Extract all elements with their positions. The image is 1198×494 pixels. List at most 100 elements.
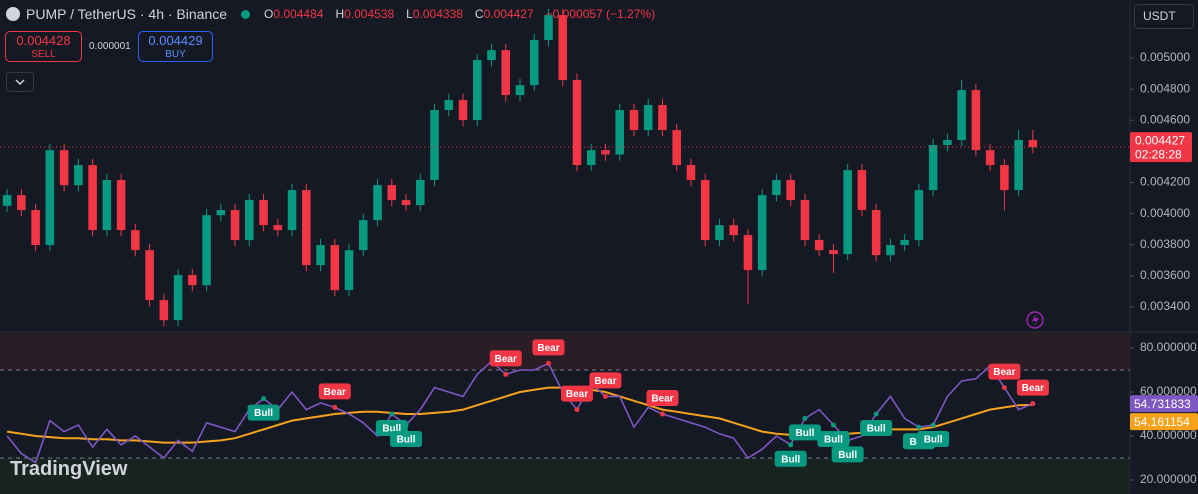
bull-point xyxy=(389,411,395,417)
bear-label-box xyxy=(646,390,679,407)
y-tick-label: 0.005000 xyxy=(1140,50,1190,64)
candle-body xyxy=(74,165,83,186)
candle-body xyxy=(216,210,226,216)
spread: 0.000001 xyxy=(89,41,131,52)
ohlc-low: L0.004338 xyxy=(406,7,463,21)
candle-body xyxy=(316,245,325,266)
candle-body xyxy=(330,245,340,291)
bull-label-box xyxy=(860,420,893,437)
alert-icon-bolt xyxy=(1032,314,1039,326)
candle-body xyxy=(501,50,511,96)
candle-body xyxy=(928,144,938,191)
bear-label: Bear xyxy=(495,354,517,365)
candle-body xyxy=(131,230,140,251)
bull-label: Bull xyxy=(781,454,800,465)
ohlc-label: C xyxy=(474,7,484,21)
candle-body xyxy=(857,170,867,211)
bull-point xyxy=(930,422,936,428)
bull-label: Bull xyxy=(924,435,943,446)
candle-body xyxy=(430,109,439,181)
candle-body xyxy=(359,220,368,251)
bear-label-box xyxy=(988,363,1021,380)
candle-body xyxy=(643,105,653,131)
countdown: 02:28:28 xyxy=(1135,147,1182,161)
bull-label: Bull xyxy=(795,428,814,439)
bear-point xyxy=(1001,385,1007,391)
bear-point xyxy=(332,404,338,410)
y-tick-label: 0.004600 xyxy=(1140,112,1190,126)
candle-body xyxy=(814,240,824,251)
candle-body xyxy=(829,250,838,255)
symbol[interactable]: PUMP / TetherUS · 4h · Binance xyxy=(26,6,228,22)
last-price: 0.004427 xyxy=(1135,133,1185,147)
bear-point xyxy=(1030,401,1036,407)
candle-body xyxy=(757,195,767,271)
bull-label: Bull xyxy=(867,424,886,435)
y-tick-label: 0.004200 xyxy=(1140,175,1190,189)
buy-label: BUY xyxy=(165,49,186,60)
candle-body xyxy=(772,180,781,196)
candle-body xyxy=(886,245,895,256)
candle-body xyxy=(245,200,254,241)
last-value-label-box xyxy=(1130,395,1198,413)
bull-point xyxy=(261,396,267,402)
candle-body xyxy=(416,180,425,206)
candle-body xyxy=(1028,140,1038,148)
candle-body xyxy=(843,170,852,255)
candle-body xyxy=(116,180,126,231)
bull-label-box xyxy=(817,431,850,448)
candle-body xyxy=(202,215,211,286)
buy-button[interactable]: 0.004429 BUY xyxy=(138,31,213,62)
candle-body xyxy=(629,109,639,131)
candle-body xyxy=(31,210,40,246)
bear-label: Bear xyxy=(651,394,673,405)
bear-point xyxy=(545,360,551,366)
candle-body xyxy=(188,275,197,286)
last-value-label: 54.731833 xyxy=(1134,397,1191,411)
last-price-box xyxy=(1130,132,1192,163)
bear-label-box xyxy=(532,339,565,356)
last-value-label-box xyxy=(1130,413,1198,431)
buy-price: 0.004429 xyxy=(148,33,203,48)
candle-body xyxy=(800,200,810,241)
collapse-button[interactable] xyxy=(6,72,34,92)
ohlc-open: O0.004484 xyxy=(264,7,323,21)
bear-label: Bear xyxy=(537,343,559,354)
candle-body xyxy=(373,185,382,221)
currency-select[interactable]: USDT xyxy=(1134,4,1194,29)
bear-label-box xyxy=(560,385,593,402)
ohlc-close: C0.004427 xyxy=(475,7,534,21)
ohlc-value: 0.004484 xyxy=(273,7,324,21)
candle-body xyxy=(586,150,596,166)
candle-body xyxy=(558,15,568,80)
y-tick-label: 0.003600 xyxy=(1140,268,1190,282)
candle-body xyxy=(729,225,738,236)
candle-body xyxy=(715,225,724,241)
y-tick-label: 60.000000 xyxy=(1140,384,1197,398)
candle-body xyxy=(259,200,268,226)
bull-label: Bull xyxy=(382,424,401,435)
bull-label: Bull xyxy=(254,408,273,419)
candle-body xyxy=(658,105,667,131)
ohlc-label: H xyxy=(335,7,345,21)
bear-label: Bear xyxy=(594,376,616,387)
candle-body xyxy=(458,100,468,121)
candle-body xyxy=(1000,165,1009,191)
candle-body xyxy=(615,109,624,155)
candle-body xyxy=(529,39,539,86)
bull-point xyxy=(830,422,836,428)
market-status xyxy=(241,9,251,19)
candle-body xyxy=(444,100,454,110)
sell-button[interactable]: 0.004428 SELL xyxy=(5,31,82,62)
candle-body xyxy=(159,300,169,321)
candle-body xyxy=(544,15,553,40)
alert-icon xyxy=(1026,311,1044,329)
candle-body xyxy=(572,79,582,166)
candle-body xyxy=(743,235,753,271)
bull-label: Bull xyxy=(824,435,843,446)
candle-body xyxy=(401,200,411,206)
bull-label-box xyxy=(831,446,864,463)
candle-body xyxy=(302,190,311,266)
